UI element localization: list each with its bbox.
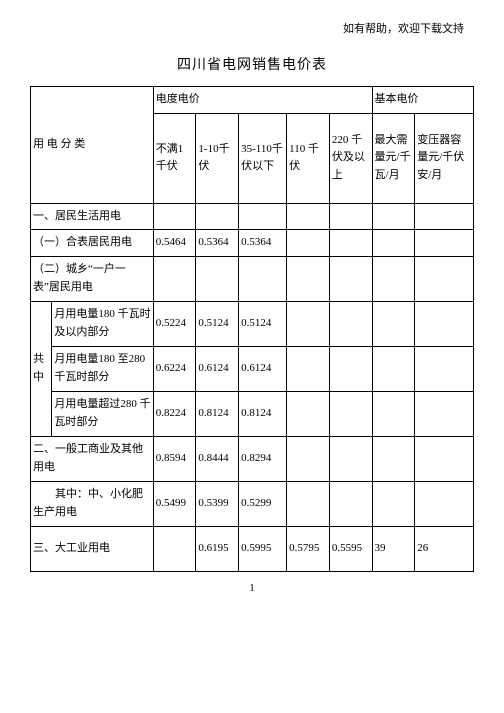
cell-value: 26 <box>415 526 474 571</box>
cat-commercial: 二、一般工商业及其他用电 <box>31 436 154 481</box>
col-35-110kv: 35-110千伏以下 <box>239 113 287 203</box>
col-lt1kv: 不满1 千伏 <box>153 113 196 203</box>
cell-value: 39 <box>372 526 415 571</box>
cell-value: 0.5299 <box>239 481 287 526</box>
page-number: 1 <box>30 572 474 604</box>
cat-large-industry: 三、大工业用电 <box>31 526 154 571</box>
tier1-label: 月用电量180 千瓦时及以内部分 <box>52 301 153 346</box>
col-group-basic: 基本电价 <box>372 87 473 114</box>
cell-value: 0.5995 <box>239 526 287 571</box>
cell-value: 0.8124 <box>239 391 287 436</box>
cell-value: 0.8594 <box>153 436 196 481</box>
table-row: 其中：中、小化肥生产用电 0.5499 0.5399 0.5299 <box>31 481 474 526</box>
header-note: 如有帮助，欢迎下载文持 <box>30 20 474 36</box>
table-row: 一、居民生活用电 <box>31 203 474 230</box>
cell-value: 0.6124 <box>196 346 239 391</box>
col-demand: 最大需量元/千瓦/月 <box>372 113 415 203</box>
cell-value: 0.5399 <box>196 481 239 526</box>
table-row: 月用电量超过280 千瓦时部分 0.8224 0.8124 0.8124 <box>31 391 474 436</box>
table-row: （二）城乡“一户一表”居民用电 <box>31 256 474 301</box>
table-row: 三、大工业用电 0.6195 0.5995 0.5795 0.5595 39 2… <box>31 526 474 571</box>
cell-value: 0.5124 <box>239 301 287 346</box>
page-title: 四川省电网销售电价表 <box>30 54 474 74</box>
cell-value: 0.6124 <box>239 346 287 391</box>
cell-value: 0.5499 <box>153 481 196 526</box>
cell-value: 0.6224 <box>153 346 196 391</box>
cell-value: 0.5595 <box>329 526 372 571</box>
cell-value: 0.5364 <box>196 230 239 257</box>
cell-value: 0.8294 <box>239 436 287 481</box>
table-row: （一）合表居民用电 0.5464 0.5364 0.5364 <box>31 230 474 257</box>
table-header-row: 用 电 分 类 电度电价 基本电价 <box>31 87 474 114</box>
table-row: 月用电量180 至280千瓦时部分 0.6224 0.6124 0.6124 <box>31 346 474 391</box>
cell-value: 0.8444 <box>196 436 239 481</box>
col-110kv: 110 千伏 <box>287 113 330 203</box>
cell-value: 0.5464 <box>153 230 196 257</box>
cell-value: 0.8224 <box>153 391 196 436</box>
col-220kv: 220 千伏及以上 <box>329 113 372 203</box>
cat-shared-meter: （一）合表居民用电 <box>31 230 154 257</box>
table-row: 二、一般工商业及其他用电 0.8594 0.8444 0.8294 <box>31 436 474 481</box>
cat-residential: 一、居民生活用电 <box>31 203 154 230</box>
col-capacity: 变压器容量元/千伏安/月 <box>415 113 474 203</box>
cell-value: 0.5224 <box>153 301 196 346</box>
tier2-label: 月用电量180 至280千瓦时部分 <box>52 346 153 391</box>
cat-fertilizer: 其中：中、小化肥生产用电 <box>31 481 154 526</box>
cell-value: 0.5795 <box>287 526 330 571</box>
cell-value: 0.5364 <box>239 230 287 257</box>
tier-group-label: 共中 <box>31 301 52 436</box>
price-table: 用 电 分 类 电度电价 基本电价 不满1 千伏 1-10千伏 35-110千伏… <box>30 86 474 572</box>
col-category: 用 电 分 类 <box>31 87 154 204</box>
tier3-label: 月用电量超过280 千瓦时部分 <box>52 391 153 436</box>
col-1-10kv: 1-10千伏 <box>196 113 239 203</box>
cell-value: 0.6195 <box>196 526 239 571</box>
cell-value: 0.8124 <box>196 391 239 436</box>
cell-value: 0.5124 <box>196 301 239 346</box>
col-group-energy: 电度电价 <box>153 87 372 114</box>
cat-one-meter: （二）城乡“一户一表”居民用电 <box>31 256 154 301</box>
table-row: 共中 月用电量180 千瓦时及以内部分 0.5224 0.5124 0.5124 <box>31 301 474 346</box>
